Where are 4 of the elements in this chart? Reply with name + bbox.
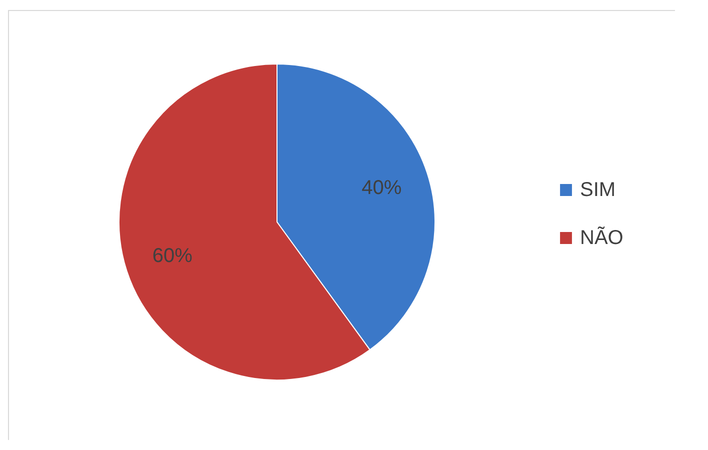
legend-label: SIM — [580, 179, 616, 201]
legend-label: NÃO — [580, 226, 624, 249]
data-label: 40% — [362, 177, 402, 200]
data-label: 60% — [152, 244, 193, 267]
